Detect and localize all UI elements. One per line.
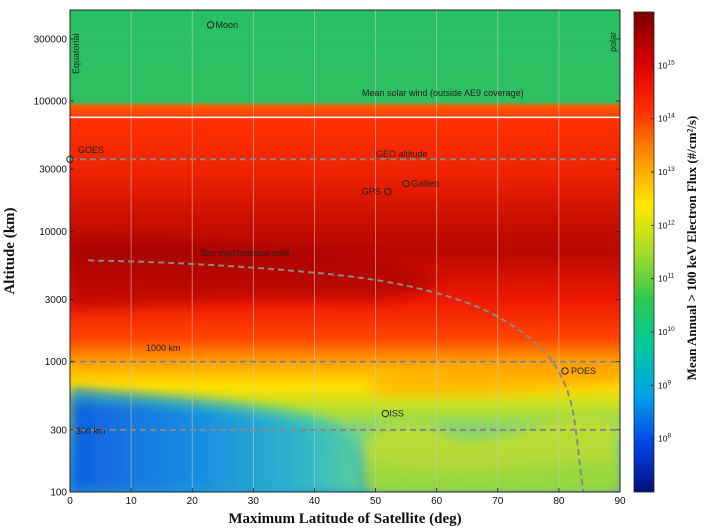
dark-red-core <box>70 238 440 310</box>
satellite-markers: Moon GOES GPS Galileo POES ISS <box>66 20 596 419</box>
reference-lines <box>70 158 620 431</box>
x-axis-ticks: 0 10 20 30 40 50 60 70 80 90 <box>67 488 626 507</box>
satellite-marker <box>381 409 390 418</box>
sun-synchronous-orbit-curve <box>88 259 585 493</box>
label-300-km: 300 km <box>76 426 106 436</box>
y-tick-label: 30000 <box>39 165 67 176</box>
colorbar-tick-label: 1012 <box>658 219 675 230</box>
colorbar-tick-label: 108 <box>658 433 671 444</box>
satellite-label: GPS <box>362 187 381 197</box>
solar-wind-label: Mean solar wind (outside AE9 coverage) <box>362 88 524 98</box>
satellite-label: Moon <box>216 20 239 30</box>
sun-synchronous-orbit-label: Sun synchronous orbit <box>200 248 290 258</box>
y-tick-label: 100 <box>50 488 67 499</box>
satellite-label: Galileo <box>411 179 439 189</box>
x-tick-label: 90 <box>614 496 626 507</box>
y-axis-title: Altitude (km) <box>2 207 18 294</box>
satellite-label: POES <box>571 366 596 376</box>
x-tick-label: 50 <box>370 496 382 507</box>
equatorial-label: Equatorial <box>71 33 81 74</box>
label-1000-km: 1000 km <box>146 343 181 353</box>
x-tick-label: 20 <box>187 496 199 507</box>
y-tick-label: 1000 <box>45 357 68 368</box>
x-tick-label: 30 <box>248 496 260 507</box>
colorbar-tick-label: 1014 <box>658 113 675 124</box>
colorbar-tick-label: 1011 <box>658 273 675 284</box>
colorbar-tick-label: 1015 <box>658 59 675 70</box>
satellite-marker <box>206 21 215 29</box>
x-tick-label: 0 <box>67 496 73 507</box>
high-latitude-green <box>368 462 620 492</box>
colorbar-tick-label: 1013 <box>658 166 675 177</box>
satellite-label: GOES <box>78 145 104 155</box>
x-tick-label: 60 <box>431 496 443 507</box>
y-tick-label: 100000 <box>34 97 68 108</box>
colorbar-tick-label: 109 <box>658 379 671 390</box>
y-tick-label: 10000 <box>39 227 67 238</box>
y-tick-label: 300000 <box>34 34 68 45</box>
y-tick-label: 3000 <box>45 295 68 306</box>
x-axis-title: Maximum Latitude of Satellite (deg) <box>228 511 461 527</box>
flux-field <box>70 10 620 492</box>
satellite-marker <box>402 180 410 188</box>
orange-band <box>370 359 620 396</box>
x-tick-label: 70 <box>492 496 504 507</box>
satellite-marker <box>561 367 569 375</box>
colorbar-ticks: 108 109 1010 1011 1012 1013 1014 1015 <box>651 59 675 444</box>
colorbar <box>633 11 655 493</box>
satellite-label: ISS <box>389 409 404 419</box>
y-tick-label: 300 <box>50 425 67 436</box>
satellite-marker <box>384 187 392 196</box>
vertical-grid <box>70 10 620 492</box>
colorbar-tick-label: 1010 <box>658 326 675 337</box>
x-tick-label: 80 <box>553 496 565 507</box>
cyan-band <box>70 392 352 448</box>
geo-altitude-label: GEO altitude <box>376 149 428 159</box>
y-axis-ticks: 100 300 1000 3000 10000 30000 100000 300000 <box>34 34 620 499</box>
polar-label: polar <box>608 32 618 52</box>
x-tick-label: 10 <box>126 496 138 507</box>
colorbar-title: Mean Annual > 100 keV Electron Flux (#/c… <box>684 116 699 381</box>
plot-frame <box>69 9 621 493</box>
x-tick-label: 40 <box>309 496 321 507</box>
